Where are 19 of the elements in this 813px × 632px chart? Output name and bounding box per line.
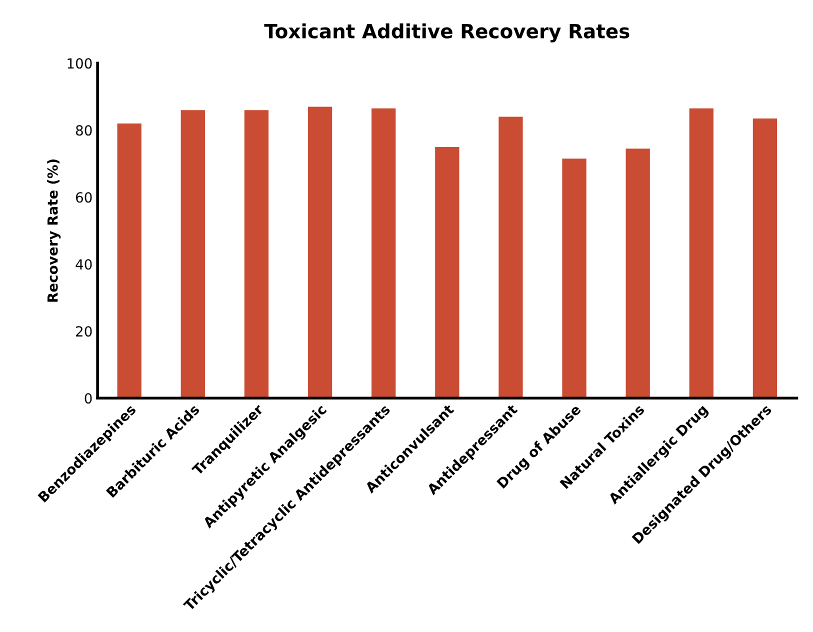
- bar: [372, 108, 396, 398]
- y-tick-label: 100: [68, 58, 92, 69]
- bar: [435, 146, 460, 398]
- y-axis-title: Recovery Rate (%): [47, 160, 61, 302]
- bar: [562, 158, 586, 398]
- bar: [308, 106, 332, 398]
- bar: [117, 123, 142, 398]
- chart-title: Toxicant Additive Recovery Rates: [264, 23, 630, 42]
- bar: [180, 110, 205, 398]
- bar: [244, 110, 269, 398]
- bar: [689, 108, 714, 398]
- bar: [498, 116, 523, 398]
- y-tick-label: 20: [76, 326, 92, 337]
- bar: [752, 118, 778, 398]
- y-tick-label: 80: [76, 125, 92, 136]
- y-tick-label: 0: [84, 393, 92, 404]
- y-tick-label: 60: [76, 192, 92, 203]
- y-tick-label: 40: [76, 259, 92, 270]
- bar: [626, 148, 650, 398]
